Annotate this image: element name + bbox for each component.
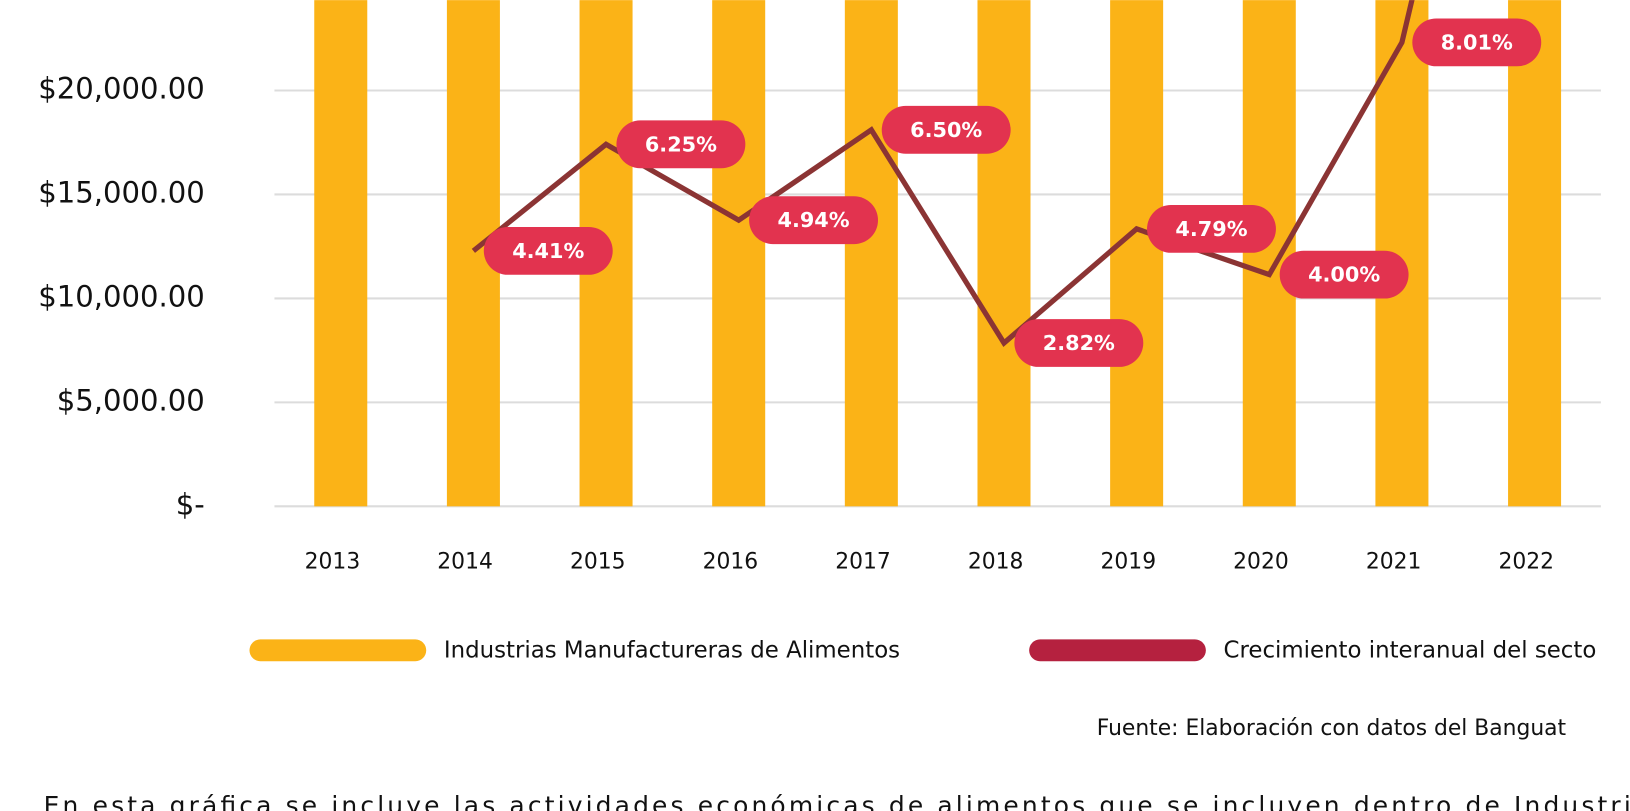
- value-label-bg: [1014, 319, 1144, 367]
- bar: [1242, 0, 1296, 507]
- bar: [977, 0, 1031, 507]
- value-label: 4.94%: [777, 208, 849, 232]
- x-tick-label: 2019: [1101, 549, 1157, 574]
- x-tick-label: 2013: [305, 549, 361, 574]
- value-label: 2.82%: [1043, 331, 1115, 355]
- y-tick-label: $5,000.00: [57, 383, 205, 417]
- value-label-bg: [616, 120, 746, 169]
- y-tick-label: $20,000.00: [38, 72, 205, 106]
- legend-swatch: [249, 639, 427, 662]
- labels: $- $5,000.00 $10,000.00 $15,000.00 $20,000.0…: [38, 18, 1596, 663]
- x-tick-label: 2022: [1498, 549, 1554, 574]
- line: [471, 0, 1415, 347]
- value-label-bg: [1279, 250, 1409, 299]
- y-tick-label: $-: [176, 487, 205, 521]
- x-tick-label: 2020: [1233, 549, 1289, 574]
- source: Fuente: Elaboración con datos del Bangua…: [1097, 716, 1567, 741]
- value-label-bg: [483, 226, 613, 275]
- value-label: 4.00%: [1308, 263, 1380, 287]
- x-tick-label: 2015: [570, 549, 626, 574]
- value-label: 4.79%: [1175, 217, 1247, 241]
- value-label: 6.25%: [645, 132, 717, 156]
- legend-swatch: [1029, 639, 1206, 662]
- value-label-bg: [1412, 18, 1542, 67]
- legend-label: Crecimiento interanual del secto: [1224, 637, 1597, 663]
- bar: [1110, 0, 1164, 507]
- x-tick-label: 2021: [1366, 549, 1422, 574]
- value-label-bg: [1147, 204, 1276, 253]
- bar: [844, 0, 898, 507]
- value-label: 8.01%: [1441, 30, 1513, 54]
- y-tick-label: $10,000.00: [38, 279, 205, 313]
- x-tick-label: 2014: [437, 549, 493, 574]
- value-label-bg: [749, 196, 878, 245]
- lines: [471, 0, 1415, 347]
- x-tick-label: 2017: [835, 549, 891, 574]
- bar: [712, 0, 766, 507]
- legend-label: Industrias Manufactureras de Alimentos: [444, 637, 900, 663]
- value-label: 4.41%: [512, 239, 584, 263]
- x-tick-label: 2016: [703, 549, 759, 574]
- x-tick-label: 2018: [968, 549, 1024, 574]
- value-label-bg: [881, 105, 1011, 154]
- bar: [1508, 0, 1562, 507]
- value-label: 6.50%: [910, 118, 982, 142]
- y-tick-label: $15,000.00: [38, 175, 205, 209]
- paragraph: En esta gráfica se incluye las actividad…: [44, 791, 1630, 811]
- bar: [314, 0, 368, 507]
